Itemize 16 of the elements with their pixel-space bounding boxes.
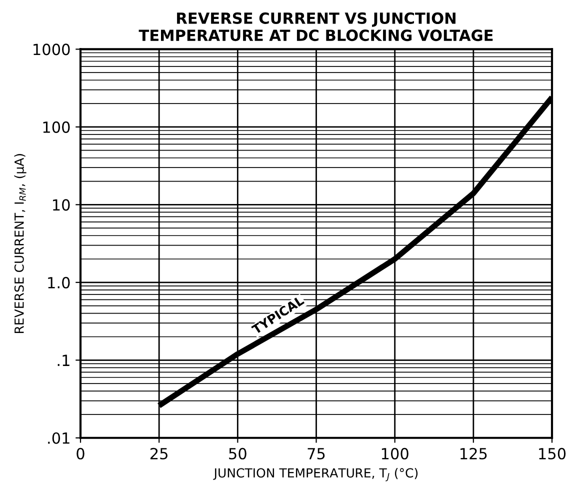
y-tick-label: 10: [53, 199, 70, 211]
x-tick-label: 125: [460, 448, 487, 460]
x-axis-title: JUNCTION TEMPERATURE, T$_{J}$ (°C): [213, 468, 418, 482]
y-tick-label: .01: [48, 432, 70, 444]
y-tick-label: .1: [58, 354, 70, 366]
x-tick-label: 50: [229, 448, 246, 460]
y-tick-label: 100: [43, 121, 70, 133]
x-tick-label: 75: [308, 448, 325, 460]
x-tick-label: 0: [76, 448, 84, 460]
chart-title: REVERSE CURRENT VS JUNCTION TEMPERATURE AT DC BLOCKING VOLTAGE: [138, 12, 493, 42]
x-tick-label: 100: [382, 448, 408, 460]
x-tick-label: 25: [150, 448, 168, 460]
x-tick-label: 150: [539, 448, 566, 460]
y-axis-title: REVERSE CURRENT, I$_{RM}$, (μA): [14, 154, 26, 333]
y-tick-label: 1.0: [48, 276, 70, 288]
y-tick-label: 1000: [34, 44, 70, 56]
